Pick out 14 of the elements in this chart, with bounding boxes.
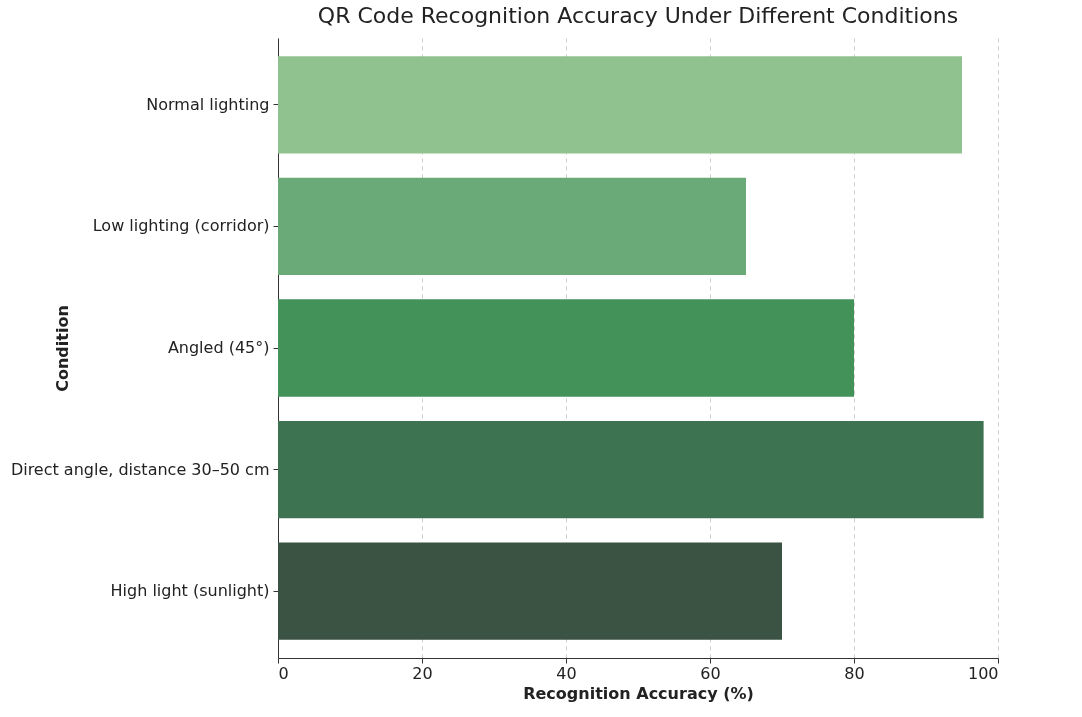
y-tick-label: Direct angle, distance 30–50 cm (10, 459, 270, 479)
x-tick-label: 0 (278, 663, 289, 683)
chart-title: QR Code Recognition Accuracy Under Different Conditions (317, 3, 959, 28)
y-tick-label: Normal lighting (146, 94, 270, 114)
x-tick-label: 60 (700, 663, 721, 683)
y-tick-label: Low lighting (corridor) (92, 216, 270, 236)
x-tick-label: 40 (556, 663, 577, 683)
y-tick-label: Angled (45°) (167, 338, 270, 357)
x-tick-label: 80 (844, 663, 865, 683)
x-tick-label: 100 (967, 663, 999, 683)
x-tick-label: 20 (412, 663, 433, 683)
y-tick-label: High light (sunlight) (110, 581, 270, 601)
y-axis-title: Condition (52, 305, 72, 392)
x-axis-title: Recognition Accuracy (%) (523, 683, 754, 703)
